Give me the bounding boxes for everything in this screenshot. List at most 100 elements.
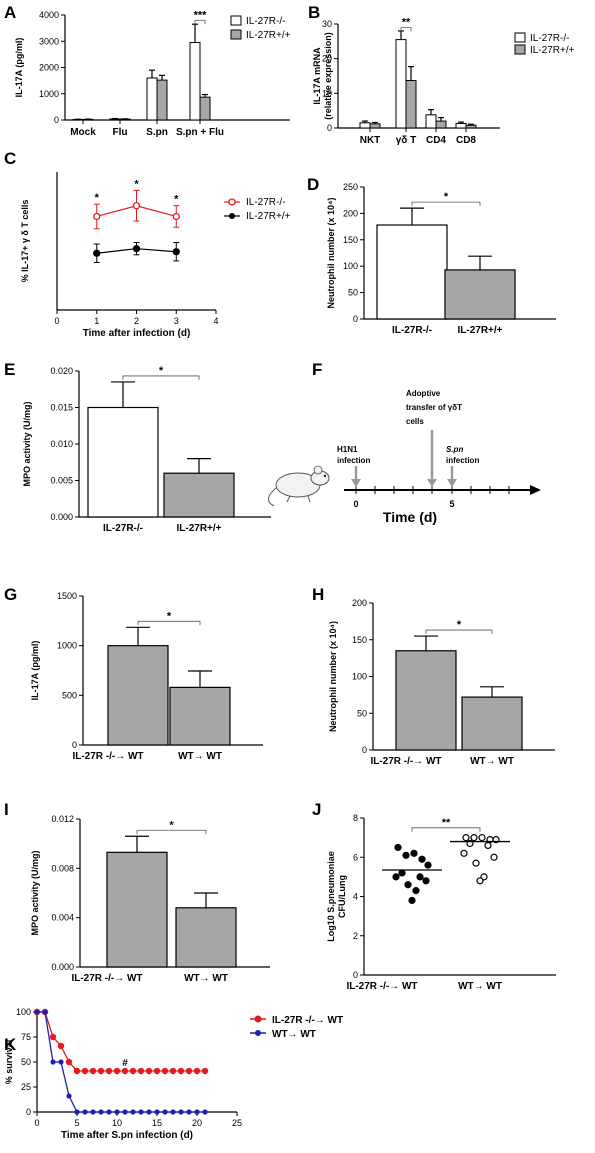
bar <box>199 96 211 121</box>
significance-bracket <box>425 629 493 635</box>
panel-letter-e: E <box>4 360 15 379</box>
x-tick-label: 25 <box>232 1118 242 1128</box>
data-point <box>462 834 470 842</box>
bar <box>107 645 169 746</box>
y-tick-label: 4 <box>353 892 358 902</box>
legend-marker-ko <box>228 198 236 206</box>
category-label: γδ T <box>396 135 417 146</box>
timeline-tick-5: 5 <box>449 499 454 509</box>
y-tick-label: 50 <box>357 708 367 718</box>
data-point <box>49 1033 57 1041</box>
data-point <box>392 873 400 881</box>
data-point <box>170 1109 176 1115</box>
y-tick-label: 0 <box>72 740 77 750</box>
data-point <box>202 1109 208 1115</box>
data-point <box>410 849 418 857</box>
legend-label-ko: IL-27R-/- <box>530 33 569 44</box>
category-label: WT→ WT <box>458 981 502 992</box>
data-point <box>90 1109 96 1115</box>
data-point <box>201 1067 209 1075</box>
data-point <box>89 1067 97 1075</box>
data-point <box>402 851 410 859</box>
x-tick-label: 15 <box>152 1118 162 1128</box>
y-axis-label: IL-17A (pg/ml) <box>30 641 40 701</box>
data-point <box>138 1109 144 1115</box>
y-axis-label: % survival <box>4 1040 14 1085</box>
data-point <box>404 881 412 889</box>
data-point <box>472 859 480 867</box>
timeline-tick-0: 0 <box>353 499 358 509</box>
y-tick-label: 500 <box>62 690 77 700</box>
h1n1-infection-label: infection <box>337 456 370 465</box>
x-tick-label: 0 <box>34 1118 39 1128</box>
panel-letter-h: H <box>312 585 324 604</box>
panel-letter-a: A <box>4 3 16 22</box>
y-tick-label: 50 <box>21 1057 31 1067</box>
data-point <box>408 896 416 905</box>
y-axis-label: Neutrophil number (x 10⁴) <box>326 198 336 309</box>
significance-marker: * <box>134 178 139 190</box>
y-tick-label: 20 <box>322 54 332 64</box>
y-tick-label: 0.010 <box>50 439 73 449</box>
category-label: Mock <box>70 127 96 138</box>
y-tick-label: 0.004 <box>51 913 74 923</box>
data-point <box>122 1109 128 1115</box>
bar <box>435 120 447 129</box>
data-point <box>416 873 424 881</box>
y-tick-label: 100 <box>343 261 358 271</box>
y-tick-label: 0.000 <box>51 962 74 972</box>
y-tick-label: 4000 <box>39 10 59 20</box>
category-label: IL-27R -/-→ WT <box>72 751 143 762</box>
category-label: IL-27R-/- <box>392 325 432 336</box>
bar <box>146 77 158 121</box>
significance-marker: ** <box>402 16 411 28</box>
significance-marker: * <box>169 819 174 831</box>
significance-marker: * <box>95 192 100 204</box>
bar <box>405 80 417 129</box>
x-tick-label: 3 <box>174 316 179 326</box>
y-tick-label: 0 <box>353 314 358 324</box>
h1n1-label: H1N1 <box>337 445 358 454</box>
bar <box>189 42 201 121</box>
data-point <box>114 1109 120 1115</box>
legend-label-wt: IL-27R+/+ <box>246 30 291 41</box>
significance-marker: * <box>167 610 172 622</box>
bar <box>156 79 168 121</box>
legend-label-wt: IL-27R+/+ <box>530 45 575 56</box>
panel-letter-i: I <box>4 800 9 819</box>
category-label: S.pn + Flu <box>176 127 224 138</box>
significance-bracket <box>122 375 200 380</box>
y-tick-label: 30 <box>322 19 332 29</box>
y-axis-label: IL-17A mRNA(relative expression) <box>312 32 333 120</box>
category-label: IL-27R -/-→ WT <box>346 981 417 992</box>
timeline-xlabel: Time (d) <box>383 509 437 525</box>
y-tick-label: 200 <box>343 208 358 218</box>
x-axis-label: Time after infection (d) <box>83 328 191 339</box>
series-line <box>37 1011 205 1072</box>
category-label: Flu <box>113 127 128 138</box>
panel-letter-k: K <box>4 1035 17 1054</box>
y-axis-label: Neutrophil number (x 10⁴) <box>328 621 338 732</box>
series-line <box>37 1011 205 1113</box>
y-tick-label: 100 <box>16 1007 31 1017</box>
y-axis-label: % IL-17+ γ δ T cells <box>20 200 30 283</box>
category-label: WT→ WT <box>184 973 228 984</box>
category-label: WT→ WT <box>470 756 514 767</box>
y-tick-label: 2 <box>353 931 358 941</box>
data-point <box>57 1042 65 1050</box>
y-tick-label: 0.012 <box>51 814 74 824</box>
data-point <box>470 834 478 842</box>
data-point <box>65 1058 73 1066</box>
data-point <box>81 1067 89 1075</box>
significance-bracket <box>411 827 481 832</box>
significance-marker: *** <box>194 9 208 21</box>
bar <box>376 224 448 320</box>
bar <box>444 269 516 320</box>
x-tick-label: 0 <box>54 316 59 326</box>
y-tick-label: 6 <box>353 852 358 862</box>
legend-swatch-wt <box>230 29 242 40</box>
spn-arrowhead <box>447 479 457 487</box>
y-tick-label: 75 <box>21 1032 31 1042</box>
data-point <box>97 1067 105 1075</box>
